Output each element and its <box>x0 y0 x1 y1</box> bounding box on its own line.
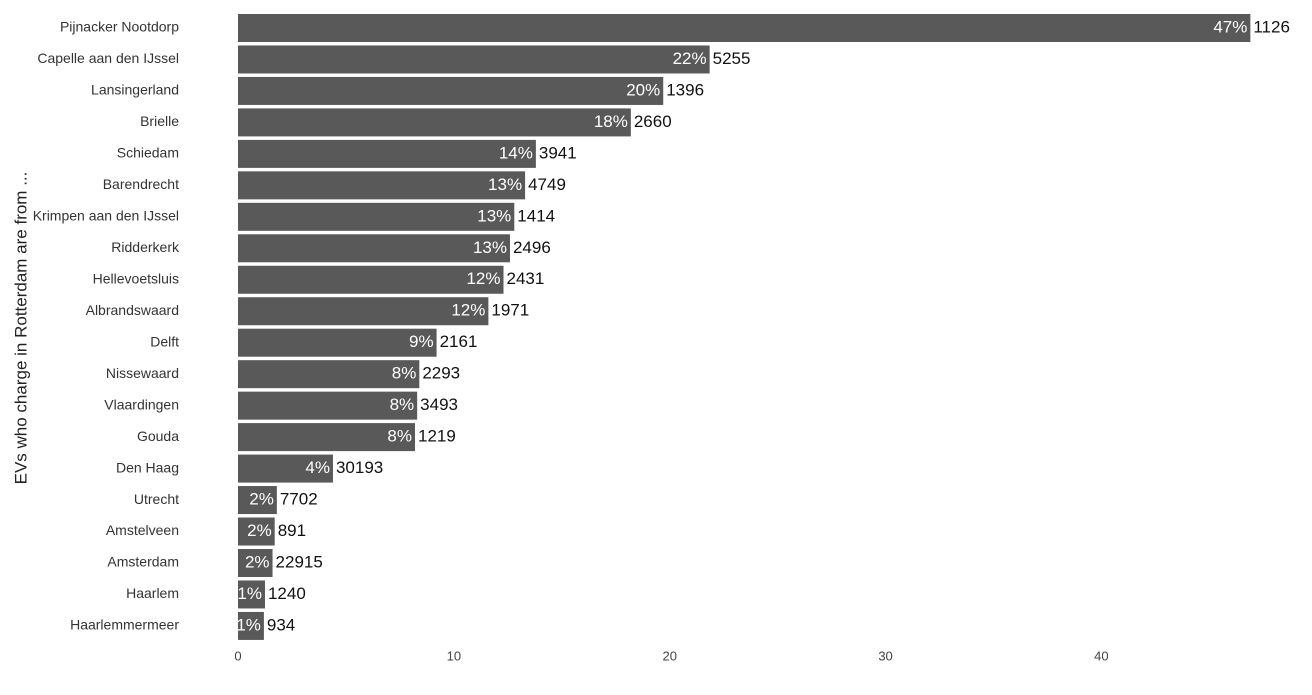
x-tick-label: 0 <box>234 648 241 663</box>
bar <box>238 108 631 137</box>
count-label: 3941 <box>539 143 577 162</box>
value-label: 13% <box>488 175 522 194</box>
value-label: 13% <box>477 206 511 225</box>
x-tick-label: 40 <box>1094 648 1108 663</box>
value-label: 12% <box>451 301 485 320</box>
bar <box>238 265 504 294</box>
bar <box>238 454 333 483</box>
bar <box>238 360 420 389</box>
bar <box>238 423 415 452</box>
y-tick-label: Vlaardingen <box>104 396 179 412</box>
bar <box>238 580 265 609</box>
y-tick-label: Albrandswaard <box>86 302 179 318</box>
count-label: 7702 <box>280 490 318 509</box>
count-label: 22915 <box>276 552 323 571</box>
y-tick-label: Lansingerland <box>91 82 179 98</box>
y-tick-label: Amstelveen <box>106 522 179 538</box>
value-label: 4% <box>305 458 330 477</box>
value-label: 8% <box>390 395 415 414</box>
bar <box>238 548 273 577</box>
y-tick-label: Krimpen aan den IJssel <box>33 208 179 224</box>
y-tick-label: Hellevoetsluis <box>93 270 179 286</box>
value-label: 8% <box>392 364 417 383</box>
bar <box>238 139 536 168</box>
count-label: 3493 <box>420 395 458 414</box>
count-label: 5255 <box>713 49 751 68</box>
bar <box>238 234 510 263</box>
value-label: 8% <box>387 427 412 446</box>
value-label: 9% <box>409 332 434 351</box>
count-label: 2293 <box>422 364 460 383</box>
bar <box>238 328 437 357</box>
x-tick-label: 20 <box>662 648 676 663</box>
y-tick-label: Capelle aan den IJssel <box>37 50 179 66</box>
x-tick-label: 30 <box>878 648 892 663</box>
value-label: 2% <box>247 521 272 540</box>
y-tick-label: Delft <box>150 333 179 349</box>
value-label: 1% <box>237 584 262 603</box>
y-tick-label: Haarlemmermeer <box>70 617 179 633</box>
count-label: 934 <box>267 615 295 634</box>
bar <box>238 171 526 200</box>
y-tick-label: Ridderkerk <box>111 239 180 255</box>
count-label: 4749 <box>528 175 566 194</box>
y-tick-label: Schiedam <box>117 145 179 161</box>
count-label: 1396 <box>666 80 704 99</box>
value-label: 12% <box>466 269 500 288</box>
count-label: 30193 <box>336 458 383 477</box>
count-label: 1219 <box>418 427 456 446</box>
value-label: 13% <box>473 238 507 257</box>
y-axis-label: EVs who charge in Rotterdam are from ... <box>11 172 30 485</box>
y-tick-label: Amsterdam <box>107 554 179 570</box>
y-tick-label: Pijnacker Nootdorp <box>60 19 179 35</box>
y-tick-label: Brielle <box>140 113 179 129</box>
bar <box>238 517 275 546</box>
y-tick-label: Utrecht <box>134 491 179 507</box>
bar <box>238 391 418 420</box>
value-label: 2% <box>249 490 274 509</box>
value-label: 1% <box>236 615 261 634</box>
count-label: 1126 <box>1253 17 1290 36</box>
value-label: 14% <box>499 143 533 162</box>
x-tick-label: 10 <box>447 648 461 663</box>
value-label: 20% <box>626 80 660 99</box>
count-label: 1240 <box>268 584 306 603</box>
y-tick-label: Den Haag <box>116 459 179 475</box>
value-label: 22% <box>673 49 707 68</box>
value-label: 18% <box>594 112 628 131</box>
count-label: 1971 <box>491 301 529 320</box>
bar <box>238 76 664 105</box>
y-tick-label: Barendrecht <box>103 176 179 192</box>
y-tick-label: Haarlem <box>126 585 179 601</box>
bar <box>238 202 515 231</box>
bar <box>238 45 710 74</box>
count-label: 2431 <box>507 269 545 288</box>
bar <box>238 14 1251 42</box>
bar <box>238 486 277 515</box>
y-tick-label: Nissewaard <box>106 365 179 381</box>
count-label: 891 <box>278 521 306 540</box>
count-label: 1414 <box>517 206 555 225</box>
value-label: 47% <box>1213 17 1247 36</box>
count-label: 2660 <box>634 112 672 131</box>
bar <box>238 297 489 326</box>
bar <box>238 611 264 640</box>
count-label: 2161 <box>440 332 478 351</box>
y-tick-label: Gouda <box>137 428 179 444</box>
value-label: 2% <box>245 552 270 571</box>
count-label: 2496 <box>513 238 551 257</box>
